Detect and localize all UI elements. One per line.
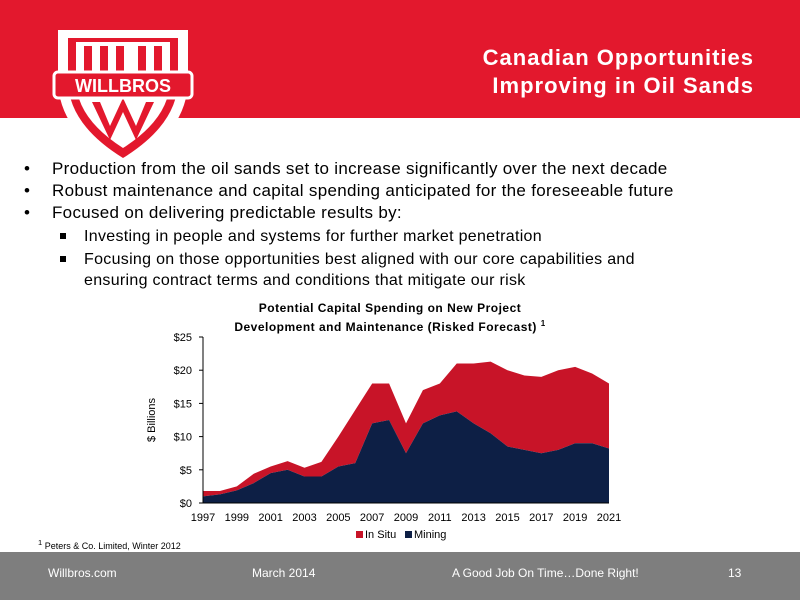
x-tick-label: 2015 <box>495 512 519 524</box>
y-axis-label: $ Billions <box>146 397 158 442</box>
series-area-mining <box>203 411 609 503</box>
x-tick-label: 2001 <box>258 512 282 524</box>
x-tick-label: 2009 <box>394 512 418 524</box>
y-tick-label: $25 <box>174 332 192 344</box>
y-tick-label: $20 <box>174 365 192 377</box>
svg-text:WILLBROS: WILLBROS <box>75 76 171 96</box>
legend-label-mining: Mining <box>414 529 446 541</box>
y-tick-label: $0 <box>180 498 192 510</box>
x-tick-label: 2013 <box>461 512 485 524</box>
sub-bullet-item: Focusing on those opportunities best ali… <box>20 249 780 291</box>
y-tick-label: $10 <box>174 432 192 444</box>
header-banner: WILLBROS Canadian Opportunities Improvin… <box>0 0 800 170</box>
x-tick-label: 2017 <box>529 512 553 524</box>
x-tick-label: 2003 <box>292 512 316 524</box>
y-tick-label: $5 <box>180 465 192 477</box>
x-tick-label: 2011 <box>428 512 452 524</box>
footer-slogan: A Good Job On Time…Done Right! <box>452 566 639 580</box>
area-chart: $0 $5 $10 $15 $20 $25 1997 1999 2001 2003 2005 2007… <box>146 332 621 541</box>
slide-title-line1: Canadian Opportunities <box>482 45 754 70</box>
legend-label-in-situ: In Situ <box>365 529 396 541</box>
sub-bullet-item: Investing in people and systems for furt… <box>20 226 780 247</box>
bullet-list: • Production from the oil sands set to in… <box>20 158 780 291</box>
bullet-item: • Robust maintenance and capital spending… <box>24 181 674 200</box>
legend-swatch-in-situ <box>356 531 363 538</box>
slide-title-line2: Improving in Oil Sands <box>492 73 754 98</box>
x-tick-label: 1997 <box>191 512 215 524</box>
y-tick-label: $15 <box>174 398 192 410</box>
series-area-in-situ <box>203 361 609 497</box>
footer-bar: Willbros.com March 2014 A Good Job On Ti… <box>0 552 800 600</box>
bullet-item: • Production from the oil sands set to in… <box>24 159 668 178</box>
bullet-item: • Focused on delivering predictable resul… <box>24 203 402 222</box>
x-tick-label: 2005 <box>326 512 350 524</box>
chart-title: Potential Capital Spending on New Projec… <box>234 301 546 334</box>
footer-website[interactable]: Willbros.com <box>48 566 117 580</box>
willbros-logo: WILLBROS <box>52 30 194 170</box>
footer-page-number: 13 <box>728 566 742 580</box>
x-tick-label: 2007 <box>360 512 384 524</box>
x-tick-label: 1999 <box>225 512 249 524</box>
x-tick-label: 2021 <box>597 512 621 524</box>
slide-title: Canadian Opportunities Improving in Oil … <box>483 44 754 100</box>
x-tick-label: 2019 <box>563 512 587 524</box>
footer-date: March 2014 <box>252 566 316 580</box>
footnote: 1 Peters & Co. Limited, Winter 2012 <box>38 538 181 551</box>
legend-swatch-mining <box>405 531 412 538</box>
